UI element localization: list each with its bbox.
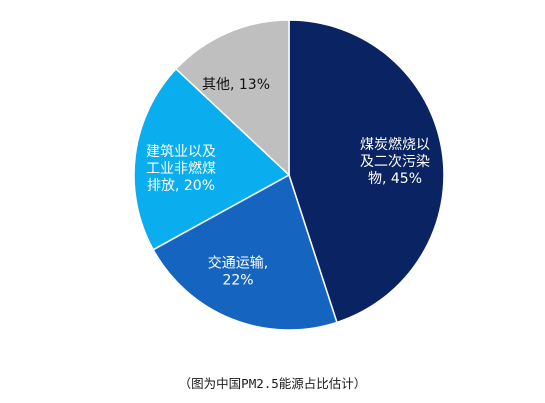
slice-label-line: 交通运输, — [208, 255, 268, 272]
pie-chart: 煤炭燃烧以及二次污染物, 45% 交通运输, 22% 建筑业以及工业非燃煤排放, 20… — [133, 19, 445, 331]
pie-slice-3 — [174, 19, 290, 177]
slice-label-line: 22% — [222, 273, 253, 289]
pie-slice-2 — [133, 67, 291, 251]
slice-label-line: 建筑业以及 — [146, 144, 216, 160]
slice-label-2: 建筑业以及工业非燃煤排放, 20% — [146, 144, 216, 194]
slice-label-1: 交通运输, 22% — [208, 255, 268, 289]
slice-label-line: 及二次污染 — [360, 154, 430, 170]
pie-slice-0 — [288, 19, 445, 324]
pie-slice-1 — [152, 173, 338, 331]
slice-label-line: 其他, 13% — [202, 77, 270, 93]
slice-label-line: 物, 45% — [368, 171, 422, 187]
slice-label-3: 其他, 13% — [202, 77, 270, 93]
slice-label-0: 煤炭燃烧以及二次污染物, 45% — [360, 136, 430, 187]
chart-caption: （图为中国PM2.5能源占比估计） — [178, 376, 367, 391]
slice-label-line: 工业非燃煤 — [146, 160, 216, 177]
slice-label-line: 排放, 20% — [147, 178, 215, 194]
slice-label-line: 煤炭燃烧以 — [360, 136, 430, 153]
